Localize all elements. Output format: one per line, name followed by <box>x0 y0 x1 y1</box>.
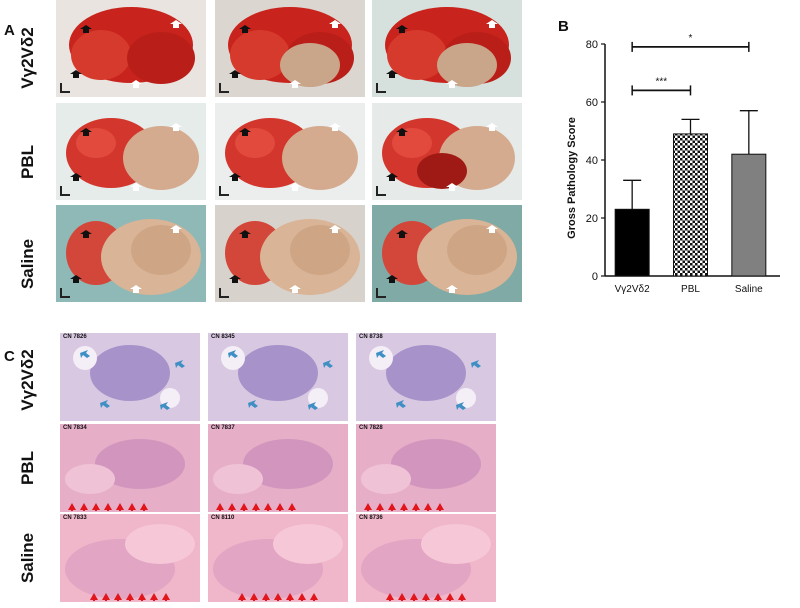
histology-slide: CN 7833 <box>60 514 200 602</box>
panel-label-b: B <box>558 18 569 35</box>
scale-bar <box>219 83 229 93</box>
panel-a-row-label-pbl: PBL <box>18 145 37 179</box>
histology-slide: CN 7834 <box>60 424 200 512</box>
scale-bar <box>376 288 386 298</box>
gross-lung-photo <box>56 0 206 97</box>
bar <box>614 208 650 277</box>
y-tick-label: 60 <box>586 97 598 109</box>
panel-label-a: A <box>4 22 15 39</box>
slide-id-label: CN 8110 <box>211 515 235 521</box>
y-tick-label: 80 <box>586 39 598 51</box>
histology-slide: CN 8110 <box>208 514 348 602</box>
scale-bar <box>60 288 70 298</box>
slide-id-label: CN 7828 <box>359 425 383 431</box>
x-tick-label: PBL <box>681 284 700 295</box>
scale-bar <box>376 186 386 196</box>
panel-label-c: C <box>4 348 15 365</box>
slide-id-label: CN 7826 <box>63 334 87 340</box>
scale-bar <box>219 186 229 196</box>
panel-c-row-label-saline: Saline <box>18 532 37 584</box>
significance-label: * <box>689 33 693 44</box>
slide-id-label: CN 8736 <box>359 515 383 521</box>
scale-bar <box>60 186 70 196</box>
x-tick-label: Vγ2Vδ2 <box>615 284 650 295</box>
slide-id-label: CN 7837 <box>211 425 235 431</box>
panel-a-row-label-saline: Saline <box>18 238 37 290</box>
panel-b-chart: 0 20 40 60 80 Vγ2Vδ2 PBL Saline *** * Gross Patho… <box>545 18 795 318</box>
y-tick-label: 0 <box>592 271 598 283</box>
bar <box>731 153 767 277</box>
significance-label: *** <box>655 76 667 87</box>
histology-slide: CN 7828 <box>356 424 496 512</box>
x-tick-label: Saline <box>735 284 763 295</box>
panel-a-row-label-vg2vd2: Vγ2Vδ2 <box>18 27 37 89</box>
gross-lung-photo <box>372 205 522 302</box>
slide-id-label: CN 7834 <box>63 425 87 431</box>
slide-id-label: CN 7833 <box>63 515 87 521</box>
gross-lung-photo <box>215 103 365 200</box>
gross-lung-photo <box>372 0 522 97</box>
scale-bar <box>219 288 229 298</box>
histology-slide: CN 8738 <box>356 333 496 421</box>
gross-lung-photo <box>215 205 365 302</box>
scale-bar <box>60 83 70 93</box>
y-axis-label: Gross Pathology Score <box>566 117 578 239</box>
gross-lung-photo <box>372 103 522 200</box>
histology-slide: CN 7826 <box>60 333 200 421</box>
slide-id-label: CN 8345 <box>211 334 235 340</box>
y-tick-label: 40 <box>586 155 598 167</box>
histology-slide: CN 7837 <box>208 424 348 512</box>
scale-bar <box>376 83 386 93</box>
gross-lung-photo <box>56 205 206 302</box>
histology-slide: CN 8345 <box>208 333 348 421</box>
slide-id-label: CN 8738 <box>359 334 383 340</box>
bar <box>673 133 708 277</box>
panel-c-row-label-vg2vd2: Vγ2Vδ2 <box>18 349 37 411</box>
histology-slide: CN 8736 <box>356 514 496 602</box>
y-tick-label: 20 <box>586 213 598 225</box>
gross-lung-photo <box>56 103 206 200</box>
panel-c-row-label-pbl: PBL <box>18 451 37 485</box>
gross-lung-photo <box>215 0 365 97</box>
